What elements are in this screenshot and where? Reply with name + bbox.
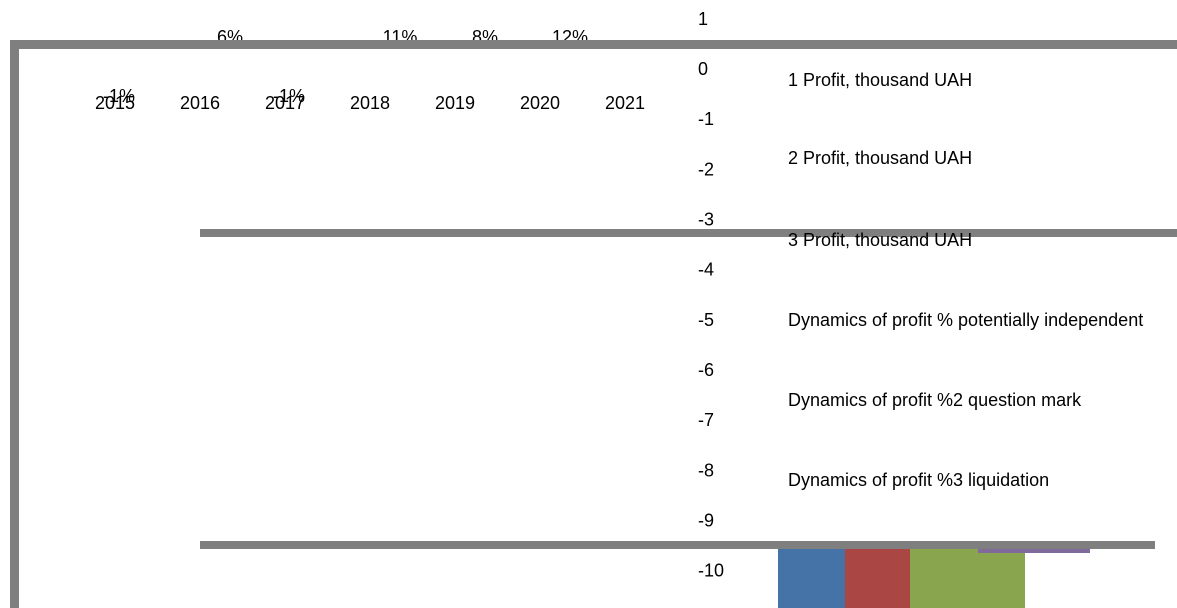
x-tick-label: 2020 [520, 93, 560, 113]
legend-entry: Dynamics of profit %2 question mark [788, 390, 1082, 410]
legend-entry: 3 Profit, thousand UAH [788, 230, 973, 250]
frame-line [200, 541, 1155, 549]
y-tick-label: -8 [698, 460, 714, 480]
y-tick-label: -5 [698, 310, 714, 330]
bar-segment [778, 549, 845, 608]
y-tick-label: -6 [698, 360, 714, 380]
x-tick-label: 2019 [435, 93, 475, 113]
bar-segment [978, 549, 1090, 553]
frame-line [200, 229, 1177, 237]
y-tick-label: -9 [698, 510, 714, 530]
x-tick-label: 2016 [180, 93, 220, 113]
y-tick-label: -1 [698, 109, 714, 129]
legend-entry: Dynamics of profit %3 liquidation [788, 470, 1050, 490]
legend-entry: Dynamics of profit % potentially indepen… [788, 310, 1144, 330]
y-tick-label: -7 [698, 410, 714, 430]
legend-entry: 1 Profit, thousand UAH [788, 70, 973, 90]
x-tick-label: 2017 [265, 93, 305, 113]
data-label: -1% [103, 86, 135, 106]
y-tick-label: -3 [698, 209, 714, 229]
frame-line [10, 40, 1177, 49]
y-tick-label: 1 [698, 9, 708, 29]
y-tick-label: -10 [698, 561, 724, 581]
data-label: -1% [273, 86, 305, 106]
y-tick-label: 0 [698, 59, 708, 79]
frame-line [10, 40, 19, 608]
y-tick-label: -2 [698, 159, 714, 179]
y-tick-label: -4 [698, 260, 714, 280]
x-tick-label: 2018 [350, 93, 390, 113]
legend-entry: 2 Profit, thousand UAH [788, 148, 973, 168]
x-tick-label: 2021 [605, 93, 645, 113]
bar-segment [845, 549, 910, 608]
x-tick-label: 2015 [95, 93, 135, 113]
bar-segment [910, 549, 1025, 608]
